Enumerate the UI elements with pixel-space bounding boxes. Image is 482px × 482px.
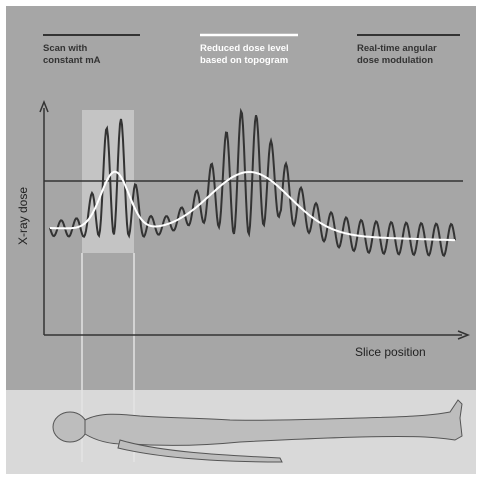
legend-text: constant mA xyxy=(43,55,101,66)
y-axis-label: X-ray dose xyxy=(16,187,30,245)
legend-text: based on topogram xyxy=(200,55,288,66)
legend-text: Scan with xyxy=(43,43,88,54)
legend-text: Real-time angular xyxy=(357,43,437,54)
legend-text: dose modulation xyxy=(357,55,433,66)
head xyxy=(53,412,87,442)
legend-text: Reduced dose level xyxy=(200,43,289,54)
x-axis-label: Slice position xyxy=(355,345,426,359)
diagram: Scan with constant mA Reduced dose level… xyxy=(0,0,482,482)
